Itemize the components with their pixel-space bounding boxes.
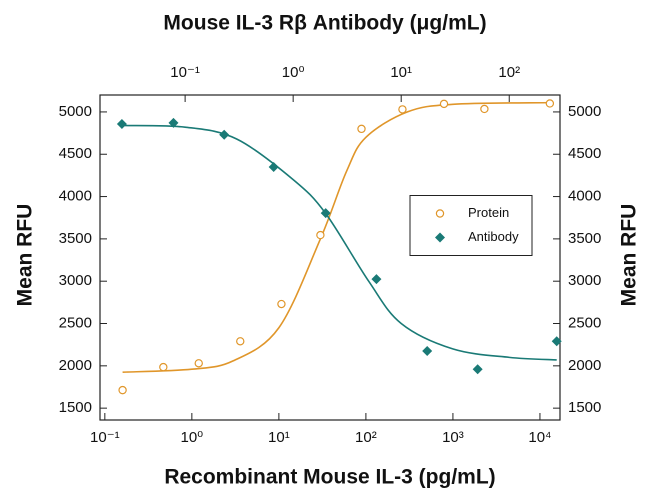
data-point xyxy=(268,161,279,172)
x-tick-label: 10³ xyxy=(442,429,464,446)
y-axis-label: Mean RFU xyxy=(14,204,37,307)
data-point xyxy=(320,208,331,219)
data-point xyxy=(316,230,325,240)
data-point xyxy=(219,129,230,140)
data-point xyxy=(357,124,366,134)
y2-tick-label: 3500 xyxy=(568,230,601,247)
x-tick-label: 10¹ xyxy=(268,429,290,446)
data-point xyxy=(236,337,245,346)
data-point xyxy=(371,274,382,285)
x2-tick-label: 10⁻¹ xyxy=(170,64,200,81)
data-point xyxy=(551,336,562,347)
legend-box xyxy=(409,195,533,256)
data-point xyxy=(422,346,433,357)
data-point xyxy=(168,117,179,128)
y2-tick-label: 4000 xyxy=(568,188,601,205)
legend-marker xyxy=(435,232,445,243)
y-tick-label: 4500 xyxy=(59,145,92,162)
data-point xyxy=(116,118,127,129)
data-point xyxy=(472,364,483,375)
y-tick-label: 4000 xyxy=(59,188,92,205)
legend-label: Protein xyxy=(468,205,509,220)
x2-tick-label: 10² xyxy=(498,64,520,81)
data-point xyxy=(439,99,449,109)
legend-label: Antibody xyxy=(468,229,519,244)
y-tick-label: 1500 xyxy=(59,399,92,416)
x2-tick-label: 10⁰ xyxy=(282,64,305,81)
y2-tick-label: 5000 xyxy=(568,103,601,120)
x-tick-label: 10⁻¹ xyxy=(90,429,120,446)
y2-tick-label: 3000 xyxy=(568,272,601,289)
y2-tick-label: 1500 xyxy=(568,399,601,416)
y2-axis-label: Mean RFU xyxy=(618,204,641,307)
data-point xyxy=(398,105,407,114)
y-tick-label: 3000 xyxy=(59,272,92,289)
data-point xyxy=(118,385,127,395)
y-tick-label: 3500 xyxy=(59,230,92,247)
data-point xyxy=(159,362,168,372)
x-axis-label: Recombinant Mouse IL-3 (pg/mL) xyxy=(164,466,495,489)
plot-frame xyxy=(99,94,561,421)
y2-tick-label: 4500 xyxy=(568,145,601,162)
x2-tick-label: 10¹ xyxy=(390,64,412,81)
y2-tick-label: 2500 xyxy=(568,314,601,331)
y-tick-label: 2000 xyxy=(59,357,92,374)
y2-tick-label: 2000 xyxy=(568,357,601,374)
data-point xyxy=(194,359,203,368)
y-tick-label: 5000 xyxy=(59,103,92,120)
x-tick-label: 10² xyxy=(355,429,377,446)
data-point xyxy=(480,104,489,114)
y-tick-label: 2500 xyxy=(59,314,92,331)
x-tick-label: 10⁰ xyxy=(181,429,204,446)
legend-marker xyxy=(435,209,445,218)
data-point xyxy=(277,299,286,309)
x-tick-label: 10⁴ xyxy=(528,429,551,446)
chart-title: Mouse IL-3 Rβ Antibody (μg/mL) xyxy=(163,12,486,35)
fit-curve xyxy=(121,124,557,361)
data-point xyxy=(545,99,555,108)
fit-curve xyxy=(122,101,550,373)
